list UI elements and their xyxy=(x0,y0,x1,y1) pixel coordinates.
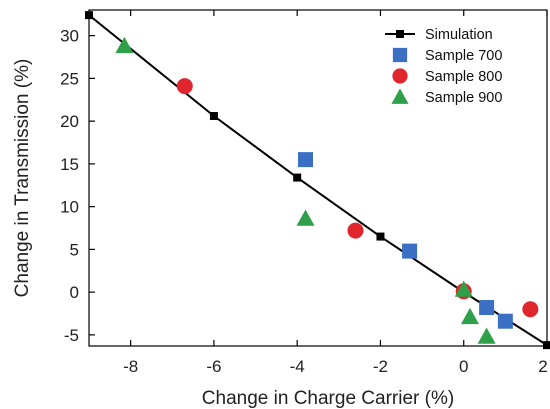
sample-700-point xyxy=(497,313,513,329)
data-layer xyxy=(85,11,550,350)
legend-marker-sample-900 xyxy=(391,88,409,104)
simulation-point xyxy=(376,232,385,241)
simulation-point xyxy=(293,173,302,182)
sample-700-point xyxy=(479,300,495,316)
legend-marker-sample-800 xyxy=(392,68,408,84)
legend-label-simulation: Simulation xyxy=(425,27,493,43)
sample-800-point xyxy=(347,222,364,239)
legend-marker-simulation xyxy=(396,30,404,38)
sample-800-point xyxy=(522,301,539,318)
x-axis-title: Change in Charge Carrier (%) xyxy=(202,388,454,409)
legend-label-sample-800: Sample 800 xyxy=(425,69,502,85)
y-tick-label: 5 xyxy=(70,240,79,259)
simulation-line xyxy=(88,14,548,346)
y-tick-label: 20 xyxy=(60,112,79,131)
sample-700-point xyxy=(402,243,418,259)
axes: -8 -6 -4 -2 0 2 -5 0 5 10 15 20 25 30 xyxy=(60,9,548,376)
y-tick-label: 15 xyxy=(60,155,79,174)
y-tick-label: -5 xyxy=(64,326,79,345)
plot-area xyxy=(85,11,550,350)
plot-frame xyxy=(88,9,548,347)
sample-900-point xyxy=(115,36,134,54)
legend-label-sample-900: Sample 900 xyxy=(425,90,502,106)
x-tick-label: -8 xyxy=(123,357,138,376)
legend: Simulation Sample 700 Sample 800 Sample 900 xyxy=(385,27,502,106)
sample-800-point xyxy=(176,78,193,95)
legend-label-sample-700: Sample 700 xyxy=(425,48,502,64)
sample-900-point xyxy=(454,280,473,297)
sample-900-point xyxy=(460,307,479,325)
sample-900-point xyxy=(296,209,315,226)
y-tick-label: 10 xyxy=(60,198,79,217)
x-tick-label: 2 xyxy=(538,357,547,376)
x-tick-label: -2 xyxy=(373,357,388,376)
simulation-point xyxy=(209,112,218,121)
x-tick-label: -6 xyxy=(206,357,221,376)
x-tick-label: -4 xyxy=(290,357,305,376)
sample-700-point xyxy=(298,152,314,168)
x-tick-label: 0 xyxy=(459,357,468,376)
sample-900-point xyxy=(477,327,496,344)
legend-marker-sample-700 xyxy=(392,47,408,63)
y-axis-title: Change in Transmission (%) xyxy=(12,59,33,298)
y-tick-label: 0 xyxy=(70,283,79,302)
y-tick-label: 25 xyxy=(60,69,79,88)
y-tick-label: 30 xyxy=(60,27,79,46)
